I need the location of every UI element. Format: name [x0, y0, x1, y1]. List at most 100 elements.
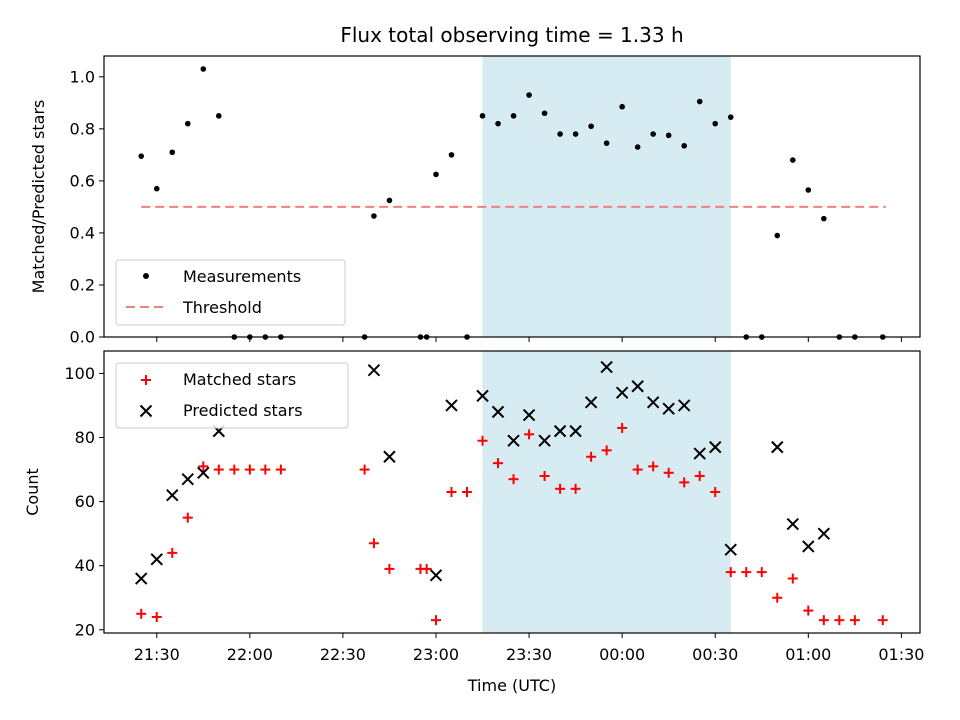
- x-marker-b: [553, 424, 567, 438]
- predicted-point: [569, 424, 582, 438]
- predicted-point: [445, 399, 458, 412]
- predicted-point: [724, 543, 737, 556]
- y-tick-label-bottom: 20: [75, 620, 95, 639]
- measurement-point: [215, 113, 222, 119]
- predicted-point: [662, 402, 675, 415]
- measurement-point: [200, 66, 207, 72]
- measurement-point: [696, 98, 703, 105]
- measurement-point: [557, 131, 563, 137]
- legend-plus: [141, 375, 151, 385]
- x-marker-b: [693, 447, 706, 460]
- matched-point: [601, 445, 612, 456]
- measurement-point: [805, 187, 812, 193]
- measurement-point: [727, 114, 734, 120]
- measurement-point: [495, 120, 501, 127]
- matched-point: [570, 483, 581, 494]
- observing-window-span: [482, 56, 731, 337]
- matched-point: [421, 563, 432, 574]
- measurement-point: [169, 149, 176, 156]
- matched-point: [756, 567, 767, 578]
- measurement-point: [386, 197, 393, 204]
- x-marker-b: [600, 360, 613, 374]
- predicted-point: [383, 450, 396, 463]
- x-marker-b: [181, 472, 194, 486]
- observing-window-span-bottom: [482, 351, 731, 633]
- y-tick-label-top: 0.2: [70, 275, 95, 294]
- count-panel: 20 40 60 80 100 21:30 22:00 22:30 23:00 23:30 00:…: [23, 350, 924, 695]
- x-marker-b: [709, 440, 722, 454]
- x-marker-b: [631, 380, 644, 393]
- predicted-point: [150, 553, 163, 566]
- measurement-point: [712, 120, 719, 127]
- legend-cross: [139, 404, 153, 418]
- y-tick-label-bottom: 60: [75, 492, 95, 511]
- plot-frame-top: [103, 55, 921, 338]
- count-points: [135, 360, 888, 626]
- predicted-point: [646, 396, 660, 409]
- matched-point: [725, 567, 736, 578]
- matched-point: [877, 615, 888, 626]
- matched-point: [462, 487, 473, 497]
- predicted-point: [166, 488, 179, 502]
- matched-point: [694, 470, 705, 481]
- y-tick-label-bottom: 80: [75, 428, 95, 447]
- matched-point: [275, 464, 286, 475]
- matched-point: [834, 615, 845, 626]
- matched-point: [803, 605, 814, 616]
- matched-point: [632, 464, 643, 475]
- matched-point: [477, 435, 488, 446]
- matched-point: [849, 615, 860, 626]
- x-marker-b: [507, 434, 520, 447]
- predicted-point: [615, 386, 629, 399]
- x-marker-b: [646, 396, 660, 409]
- x-marker-b: [476, 389, 489, 403]
- matched-point: [167, 547, 178, 558]
- measurement-point: [774, 232, 781, 239]
- y-axis-label-top: Matched/Predicted stars: [29, 100, 48, 294]
- measurement-point: [588, 123, 594, 130]
- x-marker-b: [491, 405, 505, 419]
- x-marker-b: [724, 543, 737, 556]
- predicted-point: [553, 424, 567, 438]
- x-marker-b: [615, 386, 629, 399]
- y-tick-label-top: 0.6: [70, 171, 95, 190]
- matched-point: [818, 615, 829, 626]
- matched-point: [384, 563, 395, 574]
- x-marker-b: [445, 399, 458, 412]
- matched-point: [182, 512, 193, 523]
- x-marker-b: [771, 440, 784, 454]
- x-tick-label: 21:30: [134, 645, 180, 664]
- measurement-point: [541, 110, 548, 117]
- matched-point: [586, 451, 597, 462]
- x-tick-label: 01:00: [785, 645, 831, 664]
- x-marker-b: [786, 517, 799, 531]
- matched-point: [493, 458, 504, 469]
- matched-point: [260, 464, 271, 475]
- predicted-point: [476, 389, 489, 403]
- legend-box-top: [115, 259, 346, 326]
- legend-label-predicted: Predicted stars: [183, 401, 303, 420]
- legend-label-measurements: Measurements: [183, 267, 301, 286]
- measurement-point: [479, 113, 486, 119]
- predicted-point: [677, 399, 691, 412]
- measurement-point: [665, 132, 672, 139]
- matched-point: [508, 474, 519, 485]
- predicted-point: [771, 440, 784, 454]
- x-marker-b: [383, 450, 396, 463]
- y-tick-label-top: 0.0: [70, 328, 95, 347]
- measurement-point: [681, 142, 687, 149]
- x-tick-label: 00:30: [692, 645, 738, 664]
- measurement-point: [184, 120, 191, 127]
- legend-bottom: Matched stars Predicted stars: [115, 362, 349, 429]
- x-marker-b: [150, 553, 163, 566]
- matched-point: [741, 567, 752, 578]
- predicted-point: [802, 540, 815, 553]
- matched-point: [555, 483, 566, 494]
- x-marker-b: [197, 466, 210, 479]
- measurement-point: [603, 140, 610, 146]
- ratio-panel: 0.0 0.2 0.4 0.6 0.8 1.0 Flux total observing …: [29, 23, 921, 347]
- legend-label-matched: Matched stars: [183, 370, 296, 389]
- measurement-point: [572, 131, 579, 137]
- matched-point: [787, 573, 798, 584]
- y-axis-ticks-top: 0.0 0.2 0.4 0.6 0.8 1.0: [70, 67, 104, 347]
